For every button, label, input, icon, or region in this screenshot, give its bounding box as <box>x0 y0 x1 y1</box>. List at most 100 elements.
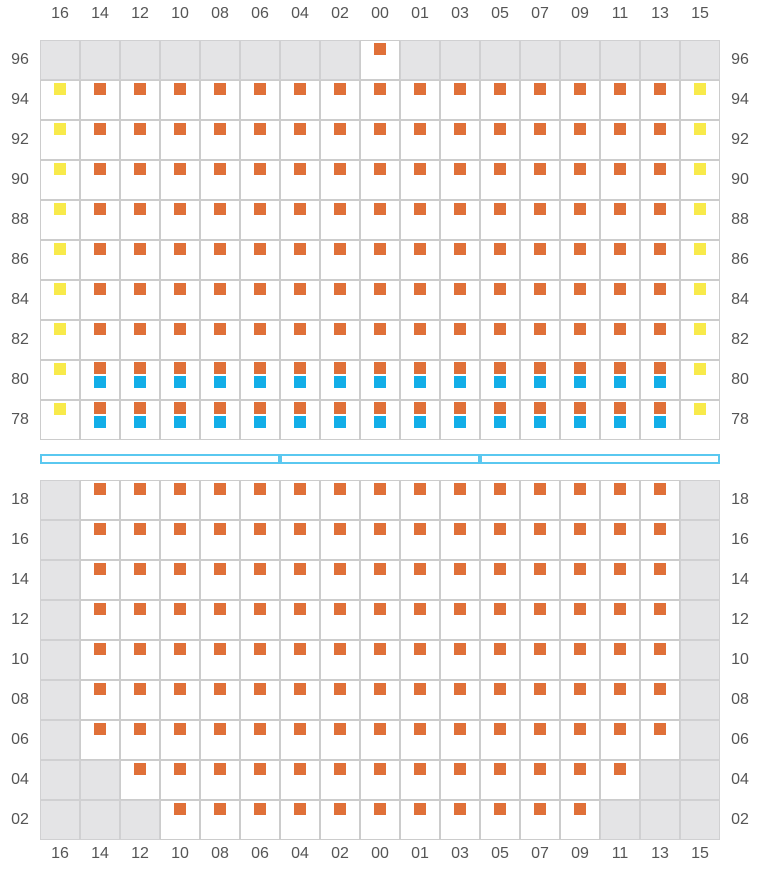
available-seat-marker[interactable] <box>294 683 306 695</box>
available-seat-marker[interactable] <box>654 523 666 535</box>
available-seat-marker[interactable] <box>294 283 306 295</box>
available-seat-marker[interactable] <box>454 683 466 695</box>
available-seat-marker[interactable] <box>454 323 466 335</box>
available-seat-marker[interactable] <box>174 763 186 775</box>
available-seat-marker[interactable] <box>294 763 306 775</box>
available-seat-marker[interactable] <box>134 123 146 135</box>
available-seat-marker[interactable] <box>494 402 506 414</box>
available-seat-marker[interactable] <box>374 43 386 55</box>
available-seat-marker[interactable] <box>214 763 226 775</box>
available-seat-marker[interactable] <box>614 603 626 615</box>
available-seat-marker[interactable] <box>494 323 506 335</box>
available-seat-marker[interactable] <box>134 203 146 215</box>
available-seat-marker[interactable] <box>574 123 586 135</box>
available-seat-marker[interactable] <box>214 683 226 695</box>
available-seat-marker[interactable] <box>174 523 186 535</box>
available-seat-marker[interactable] <box>454 283 466 295</box>
accessible-seat-marker[interactable] <box>94 376 106 388</box>
available-seat-marker[interactable] <box>414 603 426 615</box>
available-seat-marker[interactable] <box>254 603 266 615</box>
available-seat-marker[interactable] <box>574 603 586 615</box>
premium-seat-marker[interactable] <box>54 323 66 335</box>
available-seat-marker[interactable] <box>134 402 146 414</box>
available-seat-marker[interactable] <box>454 203 466 215</box>
available-seat-marker[interactable] <box>654 362 666 374</box>
seat-cell[interactable] <box>320 160 360 200</box>
available-seat-marker[interactable] <box>94 723 106 735</box>
available-seat-marker[interactable] <box>574 163 586 175</box>
available-seat-marker[interactable] <box>534 483 546 495</box>
available-seat-marker[interactable] <box>374 362 386 374</box>
available-seat-marker[interactable] <box>214 203 226 215</box>
available-seat-marker[interactable] <box>494 283 506 295</box>
available-seat-marker[interactable] <box>334 362 346 374</box>
available-seat-marker[interactable] <box>294 643 306 655</box>
available-seat-marker[interactable] <box>454 723 466 735</box>
available-seat-marker[interactable] <box>94 362 106 374</box>
available-seat-marker[interactable] <box>614 283 626 295</box>
available-seat-marker[interactable] <box>654 483 666 495</box>
available-seat-marker[interactable] <box>374 402 386 414</box>
accessible-seat-marker[interactable] <box>254 376 266 388</box>
available-seat-marker[interactable] <box>334 803 346 815</box>
accessible-seat-marker[interactable] <box>654 416 666 428</box>
available-seat-marker[interactable] <box>574 763 586 775</box>
available-seat-marker[interactable] <box>574 362 586 374</box>
seat-cell[interactable] <box>480 280 520 320</box>
premium-seat-marker[interactable] <box>54 283 66 295</box>
available-seat-marker[interactable] <box>334 483 346 495</box>
available-seat-marker[interactable] <box>214 243 226 255</box>
seat-cell[interactable] <box>560 120 600 160</box>
available-seat-marker[interactable] <box>614 683 626 695</box>
available-seat-marker[interactable] <box>374 483 386 495</box>
available-seat-marker[interactable] <box>94 283 106 295</box>
available-seat-marker[interactable] <box>614 523 626 535</box>
accessible-seat-marker[interactable] <box>254 416 266 428</box>
available-seat-marker[interactable] <box>374 723 386 735</box>
available-seat-marker[interactable] <box>534 123 546 135</box>
available-seat-marker[interactable] <box>94 203 106 215</box>
available-seat-marker[interactable] <box>654 163 666 175</box>
available-seat-marker[interactable] <box>534 243 546 255</box>
available-seat-marker[interactable] <box>494 643 506 655</box>
available-seat-marker[interactable] <box>334 323 346 335</box>
seat-cell[interactable] <box>240 120 280 160</box>
accessible-seat-marker[interactable] <box>414 376 426 388</box>
seat-cell[interactable] <box>80 640 120 680</box>
available-seat-marker[interactable] <box>294 323 306 335</box>
premium-seat-marker[interactable] <box>54 83 66 95</box>
available-seat-marker[interactable] <box>174 483 186 495</box>
available-seat-marker[interactable] <box>414 683 426 695</box>
available-seat-marker[interactable] <box>334 723 346 735</box>
accessible-seat-marker[interactable] <box>454 376 466 388</box>
premium-seat-marker[interactable] <box>54 363 66 375</box>
seat-cell[interactable] <box>160 120 200 160</box>
available-seat-marker[interactable] <box>454 123 466 135</box>
available-seat-marker[interactable] <box>614 123 626 135</box>
accessible-seat-marker[interactable] <box>574 416 586 428</box>
seat-cell[interactable] <box>680 400 720 440</box>
available-seat-marker[interactable] <box>254 362 266 374</box>
seat-cell[interactable] <box>280 120 320 160</box>
available-seat-marker[interactable] <box>214 362 226 374</box>
available-seat-marker[interactable] <box>214 323 226 335</box>
available-seat-marker[interactable] <box>454 763 466 775</box>
seat-cell[interactable] <box>120 160 160 200</box>
available-seat-marker[interactable] <box>294 603 306 615</box>
available-seat-marker[interactable] <box>574 203 586 215</box>
available-seat-marker[interactable] <box>294 803 306 815</box>
available-seat-marker[interactable] <box>254 83 266 95</box>
available-seat-marker[interactable] <box>494 603 506 615</box>
available-seat-marker[interactable] <box>94 523 106 535</box>
available-seat-marker[interactable] <box>534 362 546 374</box>
accessible-seat-marker[interactable] <box>494 416 506 428</box>
available-seat-marker[interactable] <box>534 163 546 175</box>
available-seat-marker[interactable] <box>414 723 426 735</box>
available-seat-marker[interactable] <box>534 402 546 414</box>
available-seat-marker[interactable] <box>654 683 666 695</box>
available-seat-marker[interactable] <box>454 163 466 175</box>
available-seat-marker[interactable] <box>334 563 346 575</box>
available-seat-marker[interactable] <box>414 803 426 815</box>
available-seat-marker[interactable] <box>134 643 146 655</box>
available-seat-marker[interactable] <box>334 243 346 255</box>
